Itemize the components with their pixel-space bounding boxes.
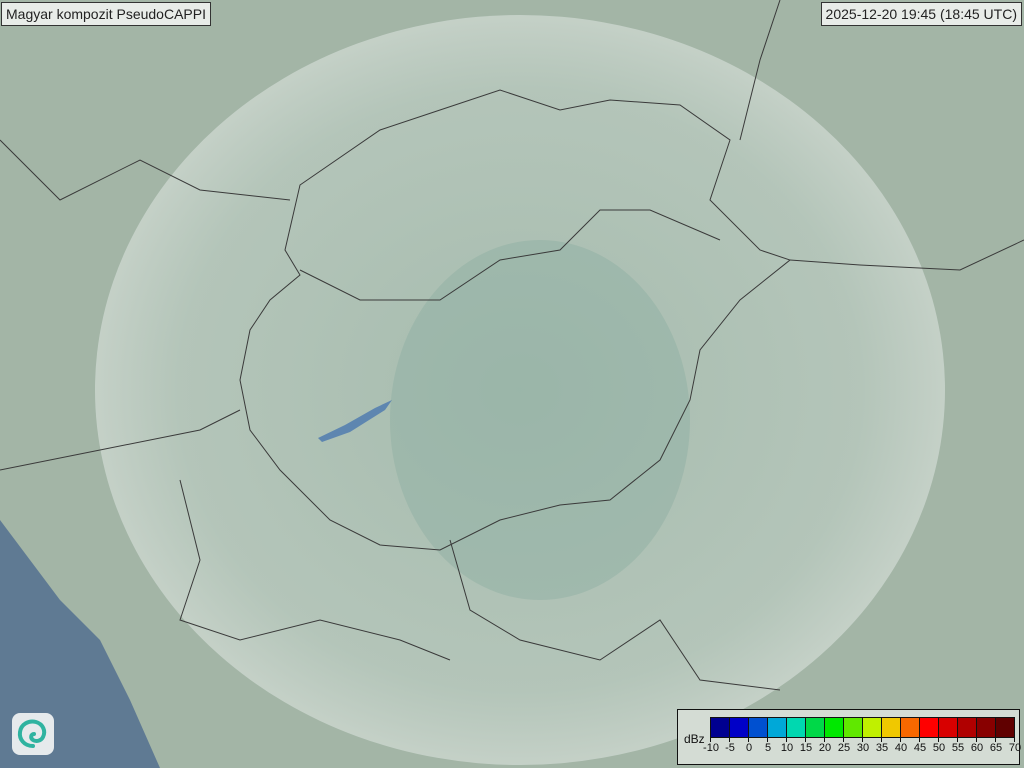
legend-tick-label: -10 xyxy=(703,742,719,754)
legend-tick xyxy=(862,736,863,742)
legend-color-cell xyxy=(901,718,920,737)
legend-color-cell xyxy=(787,718,806,737)
legend-color-cell xyxy=(977,718,996,737)
legend-tick-label: 65 xyxy=(989,742,1003,754)
legend-tick-label: 20 xyxy=(818,742,832,754)
legend-tick-label: 25 xyxy=(837,742,851,754)
legend-color-cell xyxy=(806,718,825,737)
legend-tick-label: 50 xyxy=(932,742,946,754)
legend-tick xyxy=(729,736,730,742)
legend-tick xyxy=(805,736,806,742)
legend-color-cell xyxy=(920,718,939,737)
legend-color-cell xyxy=(882,718,901,737)
legend-unit: dBz xyxy=(684,732,705,746)
legend-color-cell xyxy=(844,718,863,737)
legend-color-cell xyxy=(996,718,1014,737)
lake-balaton xyxy=(318,400,392,442)
legend-tick xyxy=(1014,736,1015,742)
legend-tick xyxy=(786,736,787,742)
legend-tick xyxy=(938,736,939,742)
legend-tick-label: 40 xyxy=(894,742,908,754)
legend-tick-label: 55 xyxy=(951,742,965,754)
legend-tick xyxy=(919,736,920,742)
product-title: Magyar kompozit PseudoCAPPI xyxy=(1,2,211,26)
legend-color-cell xyxy=(711,718,730,737)
legend-tick-label: 70 xyxy=(1008,742,1022,754)
legend-color-cell xyxy=(730,718,749,737)
legend-tick-label: 30 xyxy=(856,742,870,754)
legend-tick xyxy=(900,736,901,742)
legend-tick xyxy=(710,736,711,742)
legend-color-cell xyxy=(768,718,787,737)
legend-tick-label: -5 xyxy=(725,742,735,754)
great-plain xyxy=(390,240,690,600)
legend-tick-label: 5 xyxy=(764,742,772,754)
dbz-legend: dBz -10 -5 0 5 10 15 20 25 30 35 40 45 50 55 60 65 70 xyxy=(677,709,1022,765)
legend-tick xyxy=(995,736,996,742)
legend-tick xyxy=(843,736,844,742)
legend-tick-label: 35 xyxy=(875,742,889,754)
legend-color-cell xyxy=(958,718,977,737)
legend-tick-label: 10 xyxy=(780,742,794,754)
legend-color-cell xyxy=(939,718,958,737)
legend-tick xyxy=(881,736,882,742)
hungary-border xyxy=(239,89,792,551)
legend-tick xyxy=(748,736,749,742)
legend-tick xyxy=(824,736,825,742)
timestamp: 2025-12-20 19:45 (18:45 UTC) xyxy=(820,2,1022,26)
legend-tick-label: 0 xyxy=(745,742,753,754)
legend-tick-label: 15 xyxy=(799,742,813,754)
legend-tick xyxy=(957,736,958,742)
swirl-logo-icon[interactable] xyxy=(12,713,54,755)
legend-color-cell xyxy=(825,718,844,737)
legend-color-cell xyxy=(863,718,882,737)
adriatic-sea xyxy=(0,520,160,768)
legend-color-cell xyxy=(749,718,768,737)
legend-tick xyxy=(976,736,977,742)
country-borders xyxy=(0,0,1024,691)
legend-tick xyxy=(767,736,768,742)
legend-tick-label: 60 xyxy=(970,742,984,754)
legend-tick-label: 45 xyxy=(913,742,927,754)
legend-color-bar xyxy=(710,717,1015,738)
